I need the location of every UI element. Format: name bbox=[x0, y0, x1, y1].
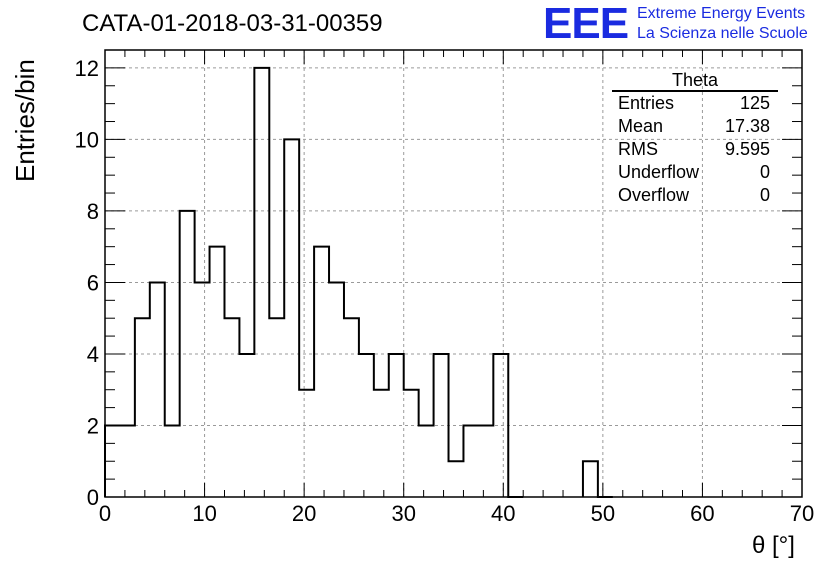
histogram-bin bbox=[344, 318, 359, 497]
histogram-bin bbox=[135, 318, 150, 497]
stats-value: 0 bbox=[759, 162, 770, 182]
histogram-bin bbox=[284, 139, 299, 497]
y-axis-label: Entries/bin bbox=[10, 59, 40, 182]
histogram-bin bbox=[314, 247, 329, 497]
stats-label: Underflow bbox=[618, 162, 700, 182]
eee-logo: EEE bbox=[543, 0, 629, 48]
y-tick-label: 6 bbox=[87, 270, 99, 295]
stats-row-overflow: Overflow 0 bbox=[612, 184, 778, 207]
stats-row-entries: Entries 125 bbox=[612, 92, 778, 115]
stats-value: 125 bbox=[739, 93, 770, 113]
histogram-bin bbox=[404, 390, 419, 497]
histogram-bin bbox=[463, 425, 478, 497]
stats-row-underflow: Underflow 0 bbox=[612, 161, 778, 184]
histogram-bin bbox=[254, 68, 269, 497]
histogram-bin bbox=[374, 390, 389, 497]
stats-label: RMS bbox=[618, 139, 658, 159]
histogram-bin bbox=[478, 425, 493, 497]
histogram-bin bbox=[493, 354, 508, 497]
stats-label: Entries bbox=[618, 93, 675, 113]
x-tick-label: 60 bbox=[690, 501, 714, 526]
x-tick-label: 10 bbox=[192, 501, 216, 526]
y-tick-label: 8 bbox=[87, 199, 99, 224]
histogram-bin bbox=[269, 318, 284, 497]
stats-row-mean: Mean 17.38 bbox=[612, 115, 778, 138]
x-tick-label: 20 bbox=[292, 501, 316, 526]
histogram-bin bbox=[449, 461, 464, 497]
histogram-bin bbox=[120, 425, 135, 497]
histogram-bin bbox=[210, 247, 225, 497]
histogram-bin bbox=[389, 354, 404, 497]
stats-label: Overflow bbox=[618, 185, 690, 205]
histogram-bin bbox=[329, 282, 344, 497]
y-tick-label: 4 bbox=[87, 342, 99, 367]
histogram-bin bbox=[434, 354, 449, 497]
stats-value: 9.595 bbox=[724, 139, 770, 159]
logo-line-1: Extreme Energy Events bbox=[637, 5, 806, 22]
axis-tick-labels: 0 10 20 30 40 50 60 70 0 2 4 6 8 10 12 bbox=[75, 56, 815, 526]
x-axis-label: θ [°] bbox=[752, 532, 795, 559]
x-tick-label: 0 bbox=[99, 501, 111, 526]
histogram-bin bbox=[359, 354, 374, 497]
grid-lines bbox=[105, 50, 802, 497]
x-tick-label: 70 bbox=[790, 501, 814, 526]
x-tick-label: 50 bbox=[591, 501, 615, 526]
stats-value: 0 bbox=[759, 185, 770, 205]
stats-label: Mean bbox=[618, 116, 664, 136]
y-tick-label: 10 bbox=[75, 127, 99, 152]
stats-row-rms: RMS 9.595 bbox=[612, 138, 778, 161]
x-tick-label: 40 bbox=[491, 501, 515, 526]
stats-title: Theta bbox=[612, 70, 778, 92]
stats-box: Theta Entries 125 Mean 17.38 RMS 9.595 U… bbox=[612, 70, 778, 207]
y-tick-label: 0 bbox=[87, 485, 99, 510]
x-tick-label: 30 bbox=[391, 501, 415, 526]
y-tick-label: 2 bbox=[87, 413, 99, 438]
histogram-bin bbox=[583, 461, 598, 497]
logo-caption: Extreme Energy Events La Scienza nelle S… bbox=[637, 4, 808, 44]
histogram-bin bbox=[224, 318, 239, 497]
stats-value: 17.38 bbox=[724, 116, 770, 136]
y-tick-label: 12 bbox=[75, 56, 99, 81]
histogram-bin bbox=[165, 425, 180, 497]
axis-ticks bbox=[104, 49, 803, 498]
histogram-bin bbox=[195, 282, 210, 497]
histogram-bin bbox=[180, 211, 195, 497]
histogram-bin bbox=[239, 354, 254, 497]
logo-line-2: La Scienza nelle Scuole bbox=[637, 25, 808, 42]
plot-frame bbox=[104, 49, 803, 498]
histogram-bin bbox=[299, 390, 314, 497]
histogram-bin bbox=[419, 425, 434, 497]
histogram-bin bbox=[150, 282, 165, 497]
chart-title: CATA-01-2018-03-31-00359 bbox=[82, 10, 383, 37]
